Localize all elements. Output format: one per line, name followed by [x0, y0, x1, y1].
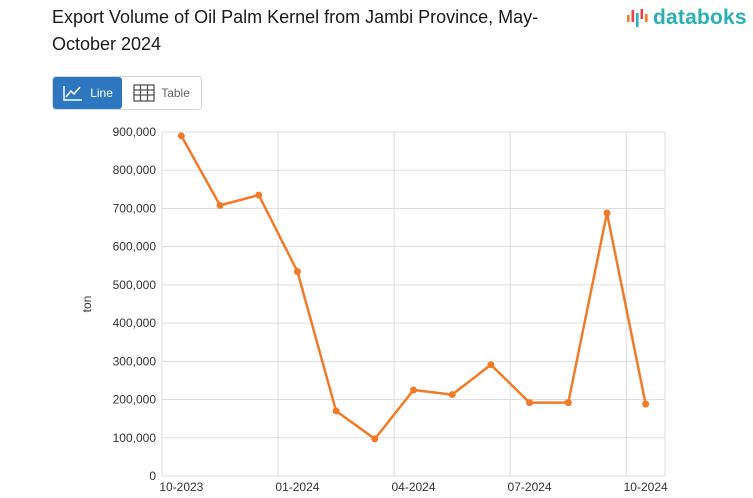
y-tick-label: 800,000 — [113, 163, 157, 177]
view-toggle: Line Table — [52, 76, 202, 110]
data-point — [177, 132, 185, 140]
y-tick-label: 200,000 — [113, 393, 157, 407]
x-tick-label: 10-2024 — [624, 480, 668, 494]
y-tick-label: 0 — [149, 469, 156, 483]
x-tick-label: 10-2023 — [159, 480, 203, 494]
data-point — [564, 399, 572, 407]
y-axis-label: ton — [80, 296, 94, 313]
data-point — [332, 407, 340, 415]
x-tick-label: 07-2024 — [508, 480, 552, 494]
data-point — [448, 391, 456, 399]
y-tick-label: 600,000 — [113, 240, 157, 254]
data-point — [603, 209, 611, 217]
line-view-label: Line — [90, 86, 113, 100]
table-grid-icon — [133, 84, 155, 102]
y-tick-label: 700,000 — [113, 201, 157, 215]
y-tick-label: 300,000 — [113, 354, 157, 368]
line-chart-icon — [63, 86, 83, 101]
data-point — [642, 400, 650, 408]
y-tick-label: 100,000 — [113, 431, 157, 445]
data-point — [487, 361, 495, 369]
x-tick-label: 04-2024 — [391, 480, 435, 494]
data-point — [216, 201, 224, 209]
databoks-logo-icon — [627, 9, 648, 27]
y-tick-label: 500,000 — [113, 278, 157, 292]
data-point — [255, 191, 263, 199]
table-view-label: Table — [161, 86, 190, 100]
chart-title: Export Volume of Oil Palm Kernel from Ja… — [52, 7, 539, 54]
data-point — [410, 386, 417, 394]
x-tick-label: 01-2024 — [275, 480, 319, 494]
table-view-button[interactable]: Table — [122, 77, 201, 109]
logo-text: databoks — [653, 6, 747, 29]
y-tick-label: 900,000 — [113, 125, 157, 139]
data-point — [526, 399, 534, 407]
data-point — [293, 268, 301, 276]
line-view-button[interactable]: Line — [53, 77, 123, 109]
y-tick-label: 400,000 — [113, 316, 157, 330]
databoks-logo: databoks — [626, 6, 747, 30]
data-point — [371, 435, 379, 443]
